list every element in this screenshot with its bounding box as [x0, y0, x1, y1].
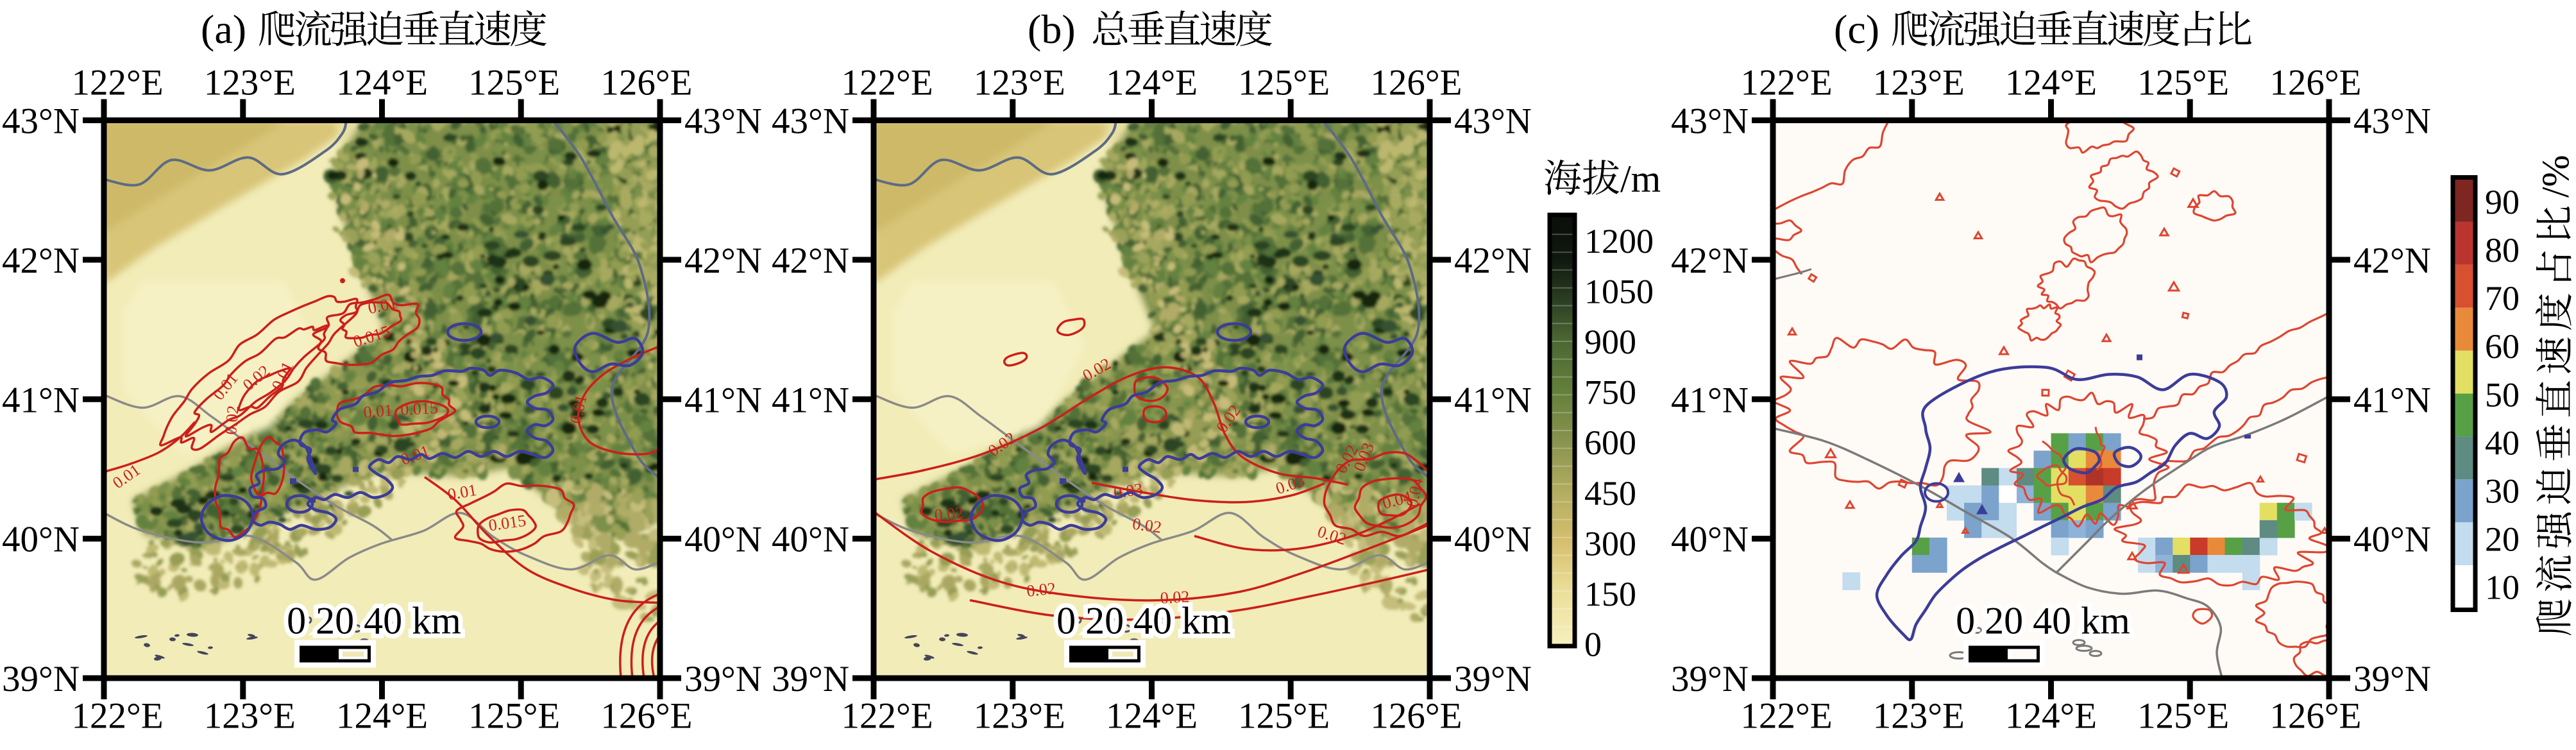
svg-text:600: 600 — [1584, 423, 1636, 462]
svg-text:0 20 40 km: 0 20 40 km — [287, 600, 461, 642]
svg-text:10: 10 — [2485, 568, 2520, 607]
svg-text:43°N: 43°N — [1671, 101, 1749, 142]
svg-text:122°E: 122°E — [842, 63, 933, 103]
svg-text:123°E: 123°E — [1873, 63, 1965, 103]
svg-text:40°N: 40°N — [1454, 520, 1532, 560]
svg-text:70: 70 — [2485, 279, 2520, 318]
svg-text:126°E: 126°E — [1370, 696, 1462, 737]
svg-text:125°E: 125°E — [1238, 696, 1330, 737]
svg-text:43°N: 43°N — [1454, 101, 1532, 142]
svg-text:43°N: 43°N — [2, 101, 80, 142]
svg-text:123°E: 123°E — [204, 696, 296, 737]
svg-text:300: 300 — [1584, 524, 1636, 563]
svg-text:125°E: 125°E — [2137, 696, 2229, 737]
svg-text:124°E: 124°E — [2005, 63, 2097, 103]
svg-text:42°N: 42°N — [1454, 241, 1532, 281]
svg-text:122°E: 122°E — [842, 696, 933, 737]
svg-text:124°E: 124°E — [1106, 63, 1198, 103]
svg-text:20: 20 — [2485, 520, 2520, 558]
svg-text:43°N: 43°N — [772, 101, 849, 142]
svg-text:43°N: 43°N — [2353, 101, 2431, 142]
svg-text:122°E: 122°E — [72, 696, 164, 737]
svg-text:0.02: 0.02 — [1026, 579, 1056, 601]
svg-text:(c): (c) — [1834, 6, 1879, 52]
svg-text:42°N: 42°N — [772, 241, 849, 281]
svg-text:0.02: 0.02 — [221, 405, 242, 436]
svg-text:124°E: 124°E — [2005, 696, 2097, 737]
svg-text:124°E: 124°E — [336, 63, 428, 103]
svg-text:41°N: 41°N — [772, 380, 849, 420]
svg-text:0.01: 0.01 — [362, 401, 393, 422]
svg-text:40°N: 40°N — [684, 520, 762, 560]
svg-text:123°E: 123°E — [204, 63, 296, 103]
svg-text:450: 450 — [1584, 474, 1636, 513]
svg-text:/%: /% — [2534, 155, 2576, 198]
svg-text:90: 90 — [2485, 183, 2520, 221]
svg-text:0.02: 0.02 — [1160, 587, 1190, 607]
svg-text:40°N: 40°N — [1671, 520, 1749, 560]
svg-text:125°E: 125°E — [468, 63, 560, 103]
svg-text:125°E: 125°E — [468, 696, 560, 737]
svg-text:126°E: 126°E — [1370, 63, 1462, 103]
svg-text:60: 60 — [2485, 327, 2520, 366]
svg-text:40: 40 — [2485, 423, 2520, 462]
svg-text:1200: 1200 — [1584, 222, 1654, 260]
svg-text:43°N: 43°N — [684, 101, 762, 142]
svg-text:39°N: 39°N — [2353, 659, 2431, 699]
svg-text:41°N: 41°N — [2353, 380, 2431, 420]
svg-text:40°N: 40°N — [2353, 520, 2431, 560]
svg-text:122°E: 122°E — [72, 63, 164, 103]
svg-text:0.02: 0.02 — [1131, 515, 1163, 537]
svg-text:124°E: 124°E — [336, 696, 428, 737]
svg-text:124°E: 124°E — [1106, 696, 1198, 737]
svg-text:40°N: 40°N — [2, 520, 80, 560]
svg-text:41°N: 41°N — [1671, 380, 1749, 420]
svg-text:0 20 40 km: 0 20 40 km — [1956, 600, 2130, 642]
svg-text:42°N: 42°N — [2353, 241, 2431, 281]
svg-text:150: 150 — [1584, 575, 1636, 613]
svg-text:40°N: 40°N — [772, 520, 849, 560]
svg-text:126°E: 126°E — [2269, 63, 2361, 103]
svg-text:123°E: 123°E — [974, 696, 1065, 737]
svg-text:0: 0 — [1584, 626, 1602, 664]
svg-text:126°E: 126°E — [600, 63, 692, 103]
svg-text:42°N: 42°N — [684, 241, 762, 281]
svg-text:126°E: 126°E — [2269, 696, 2361, 737]
svg-text:41°N: 41°N — [1454, 380, 1532, 420]
svg-text:39°N: 39°N — [1454, 659, 1532, 699]
svg-text:122°E: 122°E — [1741, 696, 1833, 737]
svg-text:(b): (b) — [1028, 6, 1076, 52]
svg-text:0.015: 0.015 — [400, 398, 439, 419]
svg-text:126°E: 126°E — [600, 696, 692, 737]
svg-text:41°N: 41°N — [684, 380, 762, 420]
svg-text:(a): (a) — [201, 6, 246, 52]
svg-text:42°N: 42°N — [2, 241, 80, 281]
svg-text:0 20 40 km: 0 20 40 km — [1056, 600, 1231, 642]
svg-text:125°E: 125°E — [2137, 63, 2229, 103]
svg-text:123°E: 123°E — [1873, 696, 1965, 737]
svg-text:123°E: 123°E — [974, 63, 1065, 103]
svg-text:0.02: 0.02 — [933, 504, 964, 525]
svg-text:122°E: 122°E — [1741, 63, 1833, 103]
svg-text:50: 50 — [2485, 375, 2520, 414]
svg-text:/m: /m — [1620, 158, 1661, 200]
svg-text:39°N: 39°N — [772, 659, 849, 699]
svg-text:39°N: 39°N — [684, 659, 762, 699]
svg-text:41°N: 41°N — [2, 380, 80, 420]
svg-text:900: 900 — [1584, 323, 1636, 361]
svg-text:30: 30 — [2485, 472, 2520, 510]
svg-text:125°E: 125°E — [1238, 63, 1330, 103]
svg-text:1050: 1050 — [1584, 272, 1654, 311]
svg-text:42°N: 42°N — [1671, 241, 1749, 281]
svg-text:39°N: 39°N — [2, 659, 80, 699]
svg-text:80: 80 — [2485, 231, 2520, 269]
svg-text:39°N: 39°N — [1671, 659, 1749, 699]
svg-text:750: 750 — [1584, 373, 1636, 412]
